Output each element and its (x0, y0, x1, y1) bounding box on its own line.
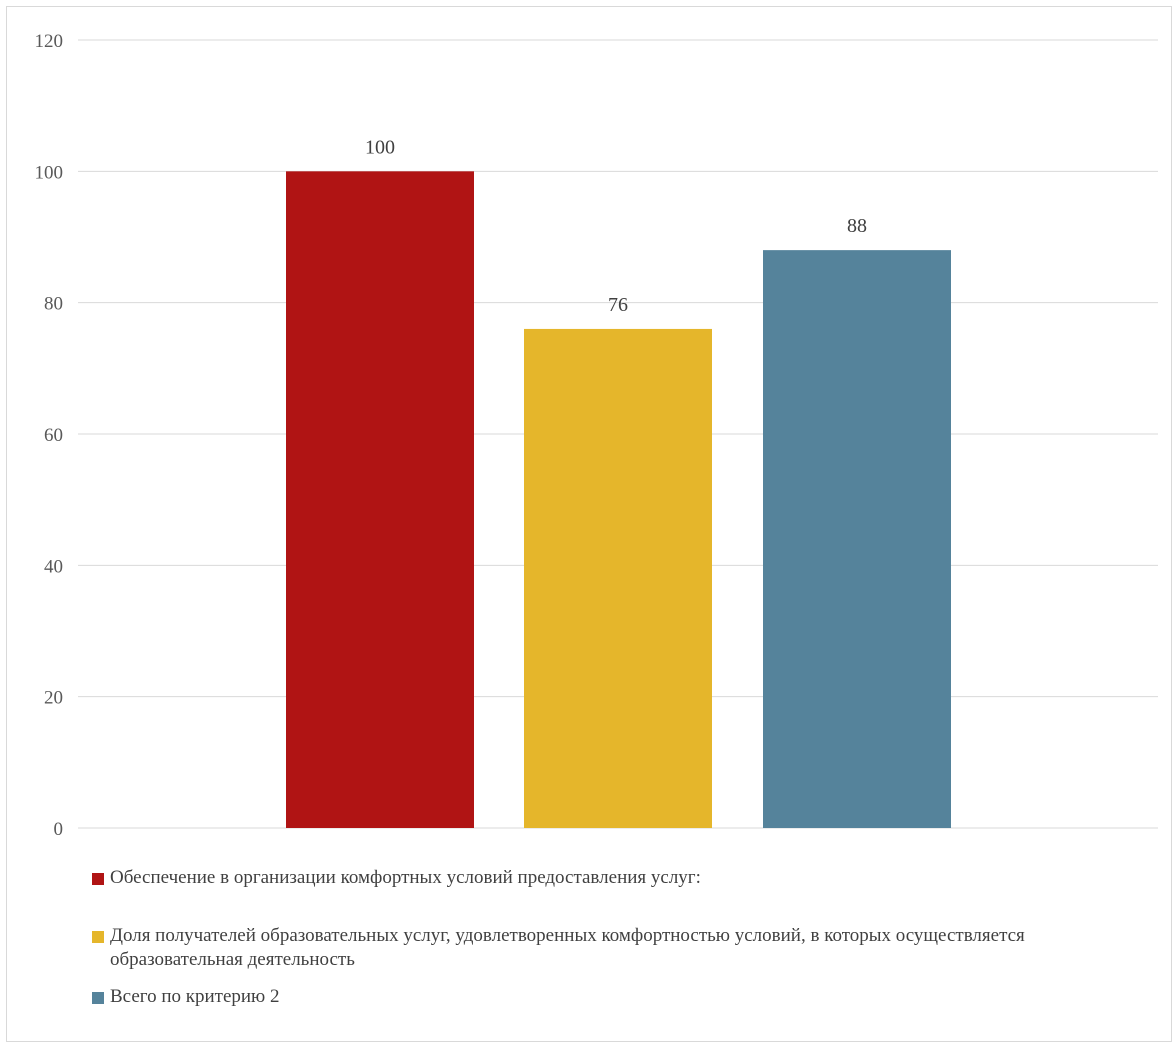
legend-label: Обеспечение в организации комфортных усл… (110, 867, 701, 888)
data-label-1: 100 (365, 136, 395, 158)
y-tick-label: 80 (44, 294, 63, 315)
y-axis-ticks: 0 20 40 60 80 100 120 (35, 31, 64, 840)
y-tick-label: 100 (35, 162, 64, 183)
legend-label: Доля получателей образовательных услуг, … (110, 925, 1025, 970)
gridlines (78, 39, 1158, 829)
legend-item-satisfied-share: Доля получателей образовательных услуг, … (92, 924, 1132, 972)
bar-chart: 0 20 40 60 80 100 120 100 76 88 (35, 31, 1158, 840)
chart-frame (6, 6, 1172, 1042)
y-tick-label: 40 (44, 556, 63, 577)
bars (286, 171, 951, 829)
y-tick-label: 60 (44, 425, 63, 446)
y-tick-label: 0 (54, 819, 64, 840)
y-tick-label: 20 (44, 688, 63, 709)
data-label-3: 88 (847, 215, 867, 237)
bar-2 (524, 328, 712, 828)
legend-label: Всего по критерию 2 (110, 986, 280, 1007)
legend: Обеспечение в организации комфортных усл… (92, 866, 1132, 1009)
legend-item-comfort-provision: Обеспечение в организации комфортных усл… (92, 866, 1132, 890)
legend-swatch-blue (92, 992, 104, 1004)
bar-3 (763, 250, 951, 829)
legend-swatch-yellow (92, 931, 104, 943)
y-tick-label: 120 (35, 31, 64, 52)
data-label-2: 76 (608, 294, 628, 316)
data-labels: 100 76 88 (365, 136, 867, 316)
legend-item-criterion-total: Всего по критерию 2 (92, 985, 1132, 1009)
legend-swatch-red (92, 873, 104, 885)
bar-1 (286, 171, 474, 829)
